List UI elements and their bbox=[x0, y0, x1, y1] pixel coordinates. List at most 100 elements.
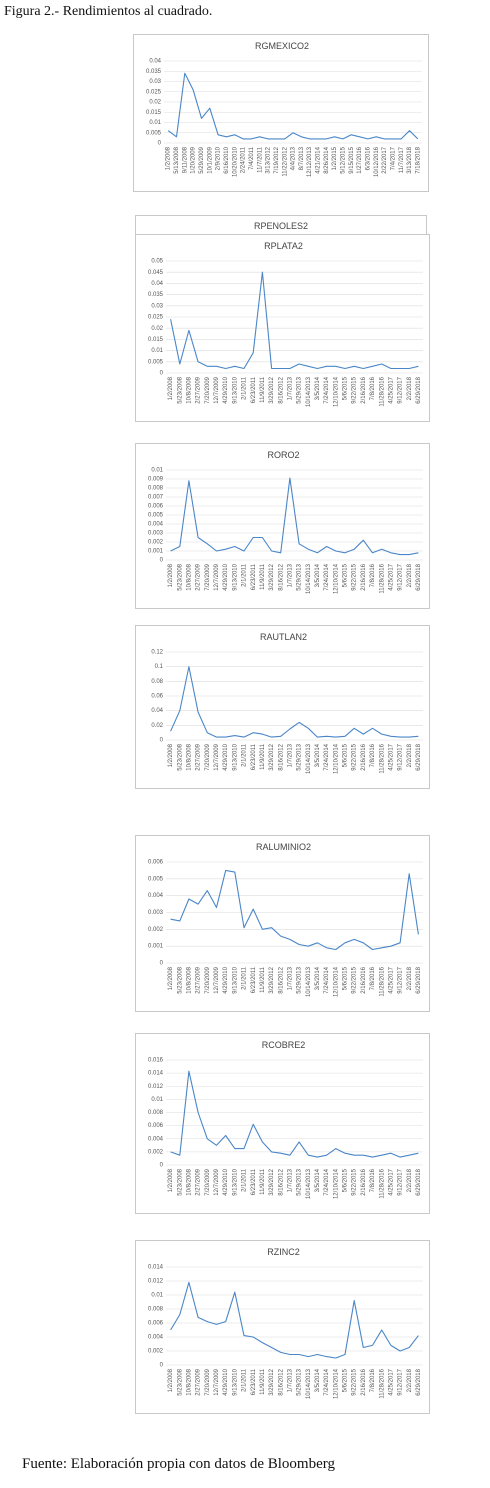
x-tick-label: 1/2/2008 bbox=[168, 966, 174, 990]
y-tick-label: 0.006 bbox=[148, 1321, 164, 1327]
x-tick-label: 12/10/2014 bbox=[333, 1168, 339, 1199]
series-line bbox=[170, 869, 419, 951]
y-tick-label: 0.001 bbox=[148, 549, 164, 555]
x-tick-label: 7/24/2014 bbox=[324, 743, 330, 770]
y-tick-label: 0.012 bbox=[148, 1279, 164, 1285]
x-tick-label: 2/27/2009 bbox=[196, 376, 202, 403]
x-tick-label: 4/29/2010 bbox=[223, 376, 229, 403]
x-tick-label: 11/9/2011 bbox=[260, 743, 266, 769]
x-tick-label: 8/16/2012 bbox=[278, 1168, 284, 1195]
x-tick-label: 5/29/2009 bbox=[199, 146, 205, 173]
y-tick-label: 0.04 bbox=[151, 281, 163, 287]
y-tick-label: 0.01 bbox=[151, 468, 163, 474]
y-tick-label: 0.002 bbox=[148, 1349, 164, 1355]
x-tick-label: 6/29/2018 bbox=[416, 563, 422, 590]
x-tick-label: 8/7/2013 bbox=[299, 146, 305, 170]
x-tick-label: 7/20/2009 bbox=[205, 1368, 211, 1395]
y-tick-label: 0.01 bbox=[149, 120, 161, 126]
y-tick-label: 0 bbox=[160, 738, 164, 744]
x-tick-label: 1/7/2013 bbox=[287, 743, 293, 767]
y-tick-label: 0.009 bbox=[148, 477, 164, 483]
x-tick-label: 5/23/2008 bbox=[177, 1168, 183, 1195]
chart: RALUMINIO2 0 0.001 0.002 0.003 0.004 0.005 0.00… bbox=[135, 835, 430, 1012]
x-tick-label: 12/7/2009 bbox=[214, 743, 220, 770]
x-tick-label: 4/25/2017 bbox=[388, 376, 394, 403]
x-tick-label: 4/25/2017 bbox=[388, 563, 394, 590]
x-tick-label: 9/13/2010 bbox=[232, 376, 238, 403]
x-tick-label: 11/22/2012 bbox=[282, 146, 288, 176]
chart-title: RALUMINIO2 bbox=[256, 842, 311, 852]
x-tick-label: 9/12/2017 bbox=[398, 1168, 404, 1195]
y-tick-label: 0.06 bbox=[151, 694, 163, 700]
x-tick-label: 5/6/2015 bbox=[343, 1368, 349, 1392]
x-tick-label: 6/23/2011 bbox=[251, 1368, 257, 1395]
x-tick-label: 5/12/2015 bbox=[341, 146, 347, 173]
x-tick-label: 6/29/2018 bbox=[416, 376, 422, 403]
chart-title: RZINC2 bbox=[267, 1247, 300, 1257]
x-tick-label: 5/29/2013 bbox=[297, 1168, 303, 1195]
y-tick-label: 0 bbox=[160, 1363, 164, 1369]
x-tick-label: 7/24/2014 bbox=[324, 966, 330, 993]
y-tick-label: 0.004 bbox=[148, 893, 164, 899]
x-tick-label: 1/2/2008 bbox=[168, 1168, 174, 1192]
x-tick-label: 2/27/2009 bbox=[196, 1368, 202, 1395]
series-line bbox=[170, 666, 419, 738]
x-tick-label: 6/23/2011 bbox=[251, 966, 257, 993]
x-tick-label: 3/29/2012 bbox=[269, 376, 275, 403]
y-tick-label: 0.04 bbox=[149, 59, 161, 65]
x-tick-label: 9/22/2015 bbox=[352, 1368, 358, 1395]
x-tick-label: 1/7/2013 bbox=[287, 376, 293, 400]
x-tick-label: 8/16/2012 bbox=[278, 1368, 284, 1395]
x-tick-label: 5/29/2013 bbox=[297, 966, 303, 993]
x-tick-label: 4/25/2017 bbox=[388, 966, 394, 993]
x-tick-label: 5/23/2008 bbox=[177, 376, 183, 403]
x-tick-label: 3/5/2014 bbox=[315, 966, 321, 990]
x-tick-label: 2/9/2010 bbox=[216, 146, 222, 170]
x-tick-label: 9/12/2017 bbox=[398, 1368, 404, 1395]
y-tick-label: 0 bbox=[160, 961, 164, 967]
chart: RPLATA2 0 0.005 0.01 0.015 0.02 0.025 0.03 0.035… bbox=[135, 234, 430, 422]
x-tick-label: 2/1/2011 bbox=[242, 563, 248, 587]
x-tick-label: 4/29/2010 bbox=[223, 1168, 229, 1195]
x-tick-label: 7/24/2014 bbox=[324, 1368, 330, 1395]
x-tick-label: 10/14/2013 bbox=[306, 1368, 312, 1399]
x-tick-label: 7/20/2009 bbox=[205, 743, 211, 770]
x-tick-label: 11/28/2016 bbox=[379, 1368, 385, 1398]
x-tick-label: 2/1/2011 bbox=[242, 376, 248, 400]
y-tick-label: 0.005 bbox=[146, 130, 162, 136]
x-tick-label: 7/4/2011 bbox=[249, 146, 255, 170]
x-tick-label: 3/5/2014 bbox=[315, 563, 321, 587]
y-tick-label: 0.014 bbox=[148, 1265, 164, 1271]
x-tick-label: 4/29/2010 bbox=[223, 966, 229, 993]
x-tick-label: 4/25/2017 bbox=[388, 1368, 394, 1395]
x-tick-label: 5/6/2015 bbox=[343, 743, 349, 767]
y-tick-label: 0 bbox=[158, 141, 162, 147]
x-tick-label: 7/8/2016 bbox=[370, 966, 376, 990]
y-tick-label: 0.002 bbox=[148, 1149, 164, 1155]
x-tick-label: 12/7/2009 bbox=[214, 563, 220, 590]
x-tick-label: 12/7/2009 bbox=[214, 1368, 220, 1395]
x-tick-label: 5/23/2008 bbox=[177, 563, 183, 590]
x-tick-label: 11/9/2011 bbox=[260, 1368, 266, 1394]
chart-title: RGMEXICO2 bbox=[255, 41, 309, 51]
x-tick-label: 11/9/2011 bbox=[260, 1168, 266, 1194]
x-tick-label: 2/2/2018 bbox=[407, 743, 413, 767]
x-tick-label: 6/23/2011 bbox=[251, 563, 257, 590]
y-tick-label: 0.1 bbox=[155, 664, 164, 670]
x-tick-label: 9/12/2017 bbox=[398, 743, 404, 770]
series-line bbox=[170, 271, 419, 370]
y-tick-label: 0.025 bbox=[148, 315, 164, 321]
y-tick-label: 0.003 bbox=[148, 910, 164, 916]
y-tick-label: 0.014 bbox=[148, 1071, 164, 1077]
x-tick-label: 9/13/2010 bbox=[232, 1168, 238, 1195]
x-tick-label: 12/7/2009 bbox=[214, 376, 220, 403]
x-tick-label: 5/6/2015 bbox=[343, 563, 349, 587]
x-tick-label: 7/20/2009 bbox=[205, 1168, 211, 1195]
x-tick-label: 1/7/2013 bbox=[287, 563, 293, 587]
y-tick-label: 0.016 bbox=[148, 1058, 164, 1064]
x-tick-label: 10/14/2013 bbox=[306, 743, 312, 774]
x-tick-label: 6/29/2018 bbox=[416, 1168, 422, 1195]
x-tick-label: 6/3/2016 bbox=[365, 146, 371, 170]
x-tick-label: 2/2/2018 bbox=[407, 376, 413, 400]
